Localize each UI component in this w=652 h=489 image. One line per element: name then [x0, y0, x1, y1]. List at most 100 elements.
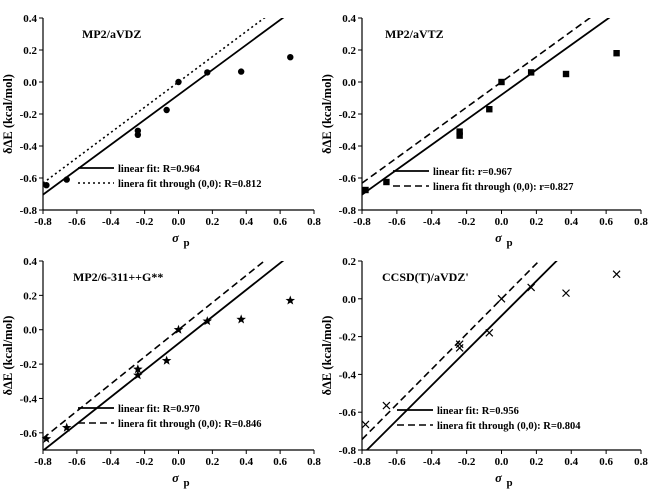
- x-tick-label: 0.2: [530, 456, 544, 468]
- x-tick-label: -0.4: [102, 216, 120, 228]
- x-tick-label: -0.8: [353, 456, 371, 468]
- x-tick-label: 0.8: [307, 216, 321, 228]
- x-tick-label: 0.2: [206, 456, 220, 468]
- data-point: [455, 340, 464, 349]
- data-point: [456, 132, 463, 139]
- data-point: [61, 422, 72, 432]
- x-tick-label: -0.6: [68, 456, 86, 468]
- y-tick-label: -0.6: [339, 173, 357, 185]
- x-tick-label: 0.6: [273, 456, 287, 468]
- x-tick-label: 0.6: [599, 456, 613, 468]
- fit-lines: [43, 261, 285, 450]
- panel-title: CCSD(T)/aVDZ': [382, 270, 469, 284]
- y-tick-label: 0.2: [23, 45, 37, 57]
- legend-label: linear fit: R=0.970: [118, 404, 200, 415]
- x-tick-label: -0.8: [34, 456, 52, 468]
- y-tick-label: -0.2: [339, 332, 357, 344]
- data-point: [133, 364, 143, 374]
- fit-line-solid: [365, 261, 558, 450]
- panel-mp2-avtz: -0.8 -0.6 -0.4 -0.2 0.0 0.2 0.4 0.6 0.8 -0.8 -0.6 -…: [320, 13, 648, 249]
- data-point: [134, 131, 142, 138]
- panel-title: MP2/aVTZ: [385, 27, 444, 41]
- y-axis-label: δΔE (kcal/mol): [320, 74, 334, 154]
- y-tick-label: 0.0: [23, 77, 37, 89]
- data-point: [133, 370, 143, 380]
- data-point: [63, 176, 70, 183]
- fit-line-solid: [362, 18, 611, 196]
- data-point: [175, 78, 182, 86]
- panel-ccsdt-avdz: -0.8 -0.6 -0.4 -0.2 0.0 0.2 0.4 0.6 0.8 -0.8 -0.6 -…: [320, 256, 648, 489]
- data-point: [383, 178, 390, 186]
- x-tick-label: -0.8: [34, 216, 52, 228]
- x-tick-label: -0.4: [102, 456, 120, 468]
- legend-label: linear fit: R=0.956: [437, 406, 519, 417]
- y-tick-label: -0.4: [20, 393, 38, 405]
- data-point: [527, 283, 536, 292]
- x-axis-label-subscript: p: [184, 477, 190, 489]
- x-tick-label: 0.0: [172, 216, 186, 228]
- data-point: [562, 289, 570, 298]
- x-tick-label: -0.6: [388, 216, 406, 228]
- x-axis-label: σ: [172, 471, 180, 485]
- legend-label: linear fit: r=0.967: [433, 167, 512, 178]
- x-tick-label: 0.8: [634, 456, 648, 468]
- y-tick-label: -0.4: [339, 141, 357, 153]
- y-tick-label: 0.4: [23, 256, 37, 268]
- legend-label: linera fit through (0,0): R=0.846: [118, 419, 261, 430]
- fit-lines: [362, 18, 611, 196]
- x-tick-label: 0.0: [495, 216, 509, 228]
- y-tick-label: -0.2: [20, 109, 38, 121]
- y-axis-label: δΔE (kcal/mol): [320, 316, 334, 396]
- data-point: [163, 106, 170, 114]
- y-tick-label: 0.2: [342, 45, 356, 57]
- data-point: [173, 324, 184, 334]
- fit-line-solid: [43, 18, 285, 196]
- data-point: [613, 50, 620, 57]
- fit-line-dashed: [362, 18, 592, 184]
- y-tick-label: 0.4: [342, 13, 356, 25]
- y-tick-label: -0.4: [339, 369, 357, 381]
- x-tick-label: 0.6: [273, 216, 287, 228]
- legend: linear fit: R=0.956 linera fit through (0…: [397, 406, 581, 432]
- x-tick-label: 0.2: [206, 216, 220, 228]
- data-point: [285, 295, 296, 305]
- x-axis-label-subscript: p: [507, 237, 513, 249]
- x-tick-label: -0.2: [458, 456, 476, 468]
- x-tick-label: 0.6: [599, 216, 613, 228]
- data-point: [455, 344, 464, 352]
- y-tick-label: 0.2: [23, 290, 37, 302]
- y-tick-label: -0.8: [339, 205, 357, 217]
- y-tick-label: -0.6: [20, 428, 38, 440]
- x-tick-label: 0.8: [634, 216, 648, 228]
- data-point: [161, 355, 172, 365]
- data-point: [202, 316, 213, 326]
- x-tick-label: 0.4: [239, 216, 253, 228]
- x-tick-label: -0.2: [458, 216, 476, 228]
- x-tick-label: 0.2: [530, 216, 544, 228]
- x-tick-label: 0.4: [564, 456, 578, 468]
- x-tick-label: -0.8: [353, 216, 371, 228]
- y-tick-label: -0.6: [339, 407, 357, 419]
- y-tick-label: -0.6: [20, 173, 38, 185]
- data-point: [497, 294, 506, 303]
- y-tick-label: -0.2: [339, 109, 357, 121]
- data-point: [362, 186, 369, 194]
- data-point: [456, 128, 463, 135]
- data-point: [612, 270, 621, 279]
- y-tick-label: -0.2: [20, 359, 38, 371]
- legend: linear fit: R=0.964 linera fit through (0…: [78, 164, 261, 190]
- x-tick-label: -0.4: [423, 456, 441, 468]
- x-axis-label-subscript: p: [507, 477, 513, 489]
- y-tick-label: -0.8: [339, 445, 357, 457]
- x-axis-label-subscript: p: [184, 237, 190, 249]
- y-tick-label: 0.2: [342, 256, 356, 268]
- fit-line-dashed: [43, 261, 266, 439]
- legend: linear fit: r=0.967 linera fit through (0…: [393, 167, 574, 193]
- panel-title: MP2/aVDZ: [82, 27, 141, 41]
- data-point: [237, 68, 245, 75]
- x-tick-label: 0.4: [564, 216, 578, 228]
- legend-label: linera fit through (0,0): r=0.827: [433, 182, 574, 193]
- y-tick-label: 0.0: [342, 294, 356, 306]
- y-tick-label: 0.0: [342, 77, 356, 89]
- x-tick-label: 0.4: [239, 456, 253, 468]
